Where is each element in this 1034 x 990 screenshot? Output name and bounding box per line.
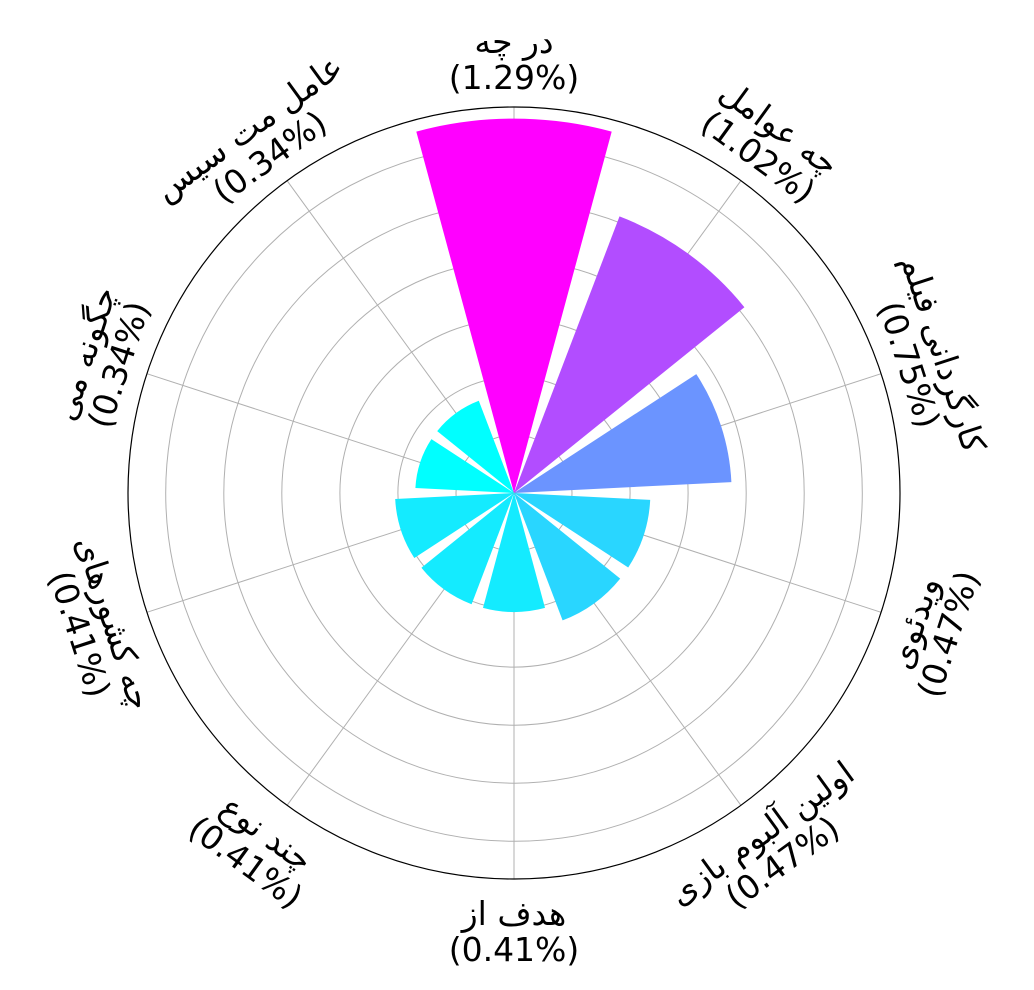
bar-7 (395, 493, 514, 558)
category-label-9: عامل مت سیس(0.34%) (147, 46, 350, 211)
category-name: در چه (474, 22, 553, 61)
bar-5 (483, 493, 545, 613)
bar-9 (437, 400, 514, 493)
category-label-7: چه کشورهای(0.41%) (41, 531, 160, 714)
category-value-label: (1.29%) (449, 58, 580, 97)
category-label-6: چند نوع(0.41%) (181, 787, 320, 917)
category-label-1: چه عوامل(1.02%) (694, 72, 846, 211)
category-label-2: کارگردانی فیلم(0.75%) (870, 250, 993, 458)
bar-3 (514, 493, 651, 568)
category-label-5: هدف از(0.41%) (449, 894, 580, 969)
category-label-0: در چه(1.29%) (449, 22, 580, 97)
bar-6 (421, 493, 514, 605)
bar-8 (415, 439, 514, 493)
bar-0 (416, 118, 612, 494)
bars-layer (395, 118, 745, 621)
category-label-3: ویدئوی(0.47%) (881, 566, 987, 702)
bar-1 (514, 216, 745, 493)
category-label-4: اولین آلبوم بازی(0.47%) (661, 753, 861, 916)
category-name: هدف از (460, 894, 567, 933)
category-label-8: چگونه می(0.34%) (45, 282, 158, 433)
bar-2 (514, 374, 732, 493)
category-value-label: (0.41%) (449, 930, 580, 969)
outer-ring (127, 106, 901, 880)
bar-4 (514, 493, 621, 621)
